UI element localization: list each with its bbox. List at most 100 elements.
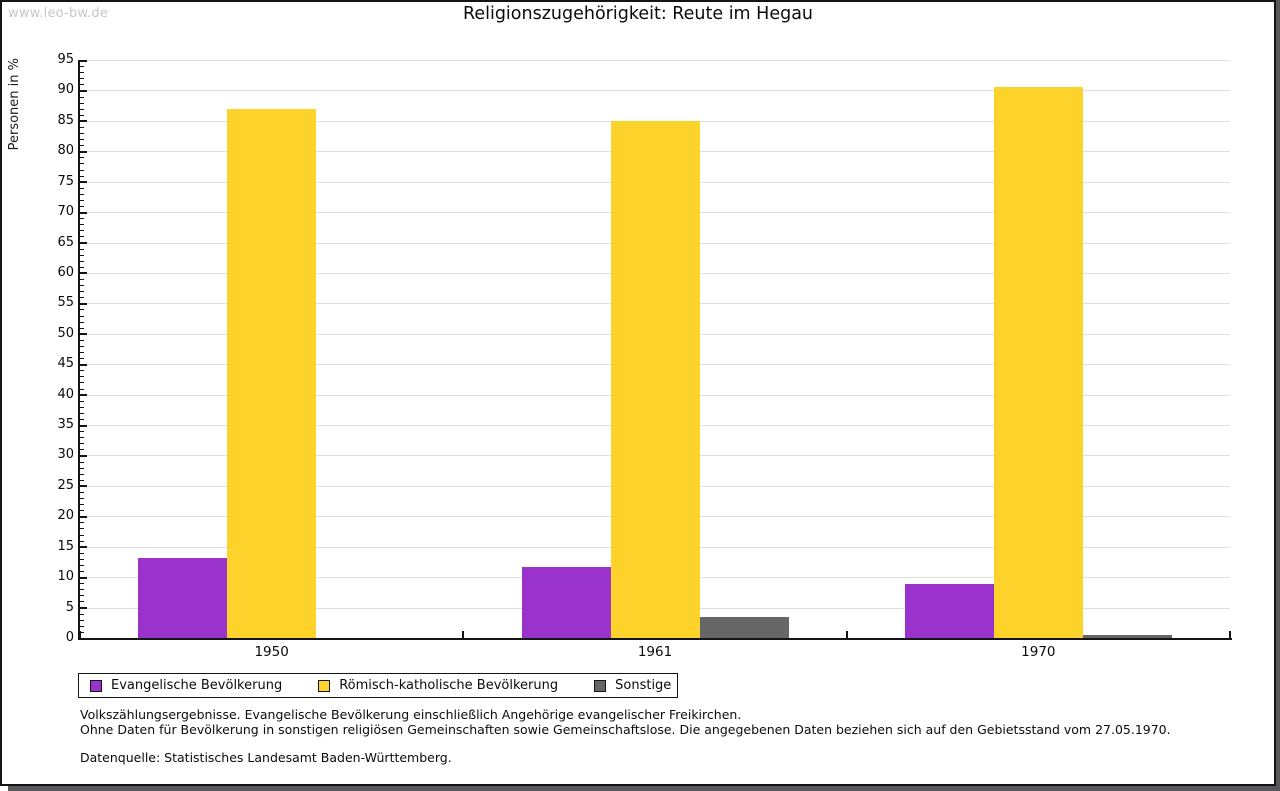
y-minor-tick-47 <box>80 352 84 354</box>
watermark: www.leo-bw.de <box>8 6 109 21</box>
bar-1970-sonstige <box>1082 634 1172 638</box>
y-minor-tick-28 <box>80 467 84 469</box>
y-minor-tick-37 <box>80 412 84 414</box>
bar-1961-sonstige <box>699 617 789 638</box>
y-major-tick-95 <box>80 59 87 62</box>
y-minor-tick-63 <box>80 254 84 256</box>
y-minor-tick-93 <box>80 72 84 74</box>
y-minor-tick-69 <box>80 218 84 220</box>
footnotes: Volkszählungsergebnisse. Evangelische Be… <box>80 707 1171 766</box>
y-minor-tick-31 <box>80 449 84 451</box>
y-minor-tick-7 <box>80 595 84 597</box>
y-major-tick-70 <box>80 211 87 214</box>
y-major-tick-60 <box>80 272 87 275</box>
y-major-tick-65 <box>80 242 87 245</box>
y-tick-label-95: 95 <box>57 52 74 67</box>
y-minor-tick-89 <box>80 96 84 98</box>
y-minor-tick-54 <box>80 309 84 311</box>
y-minor-tick-13 <box>80 558 84 560</box>
y-minor-tick-33 <box>80 437 84 439</box>
y-minor-tick-57 <box>80 291 84 293</box>
y-minor-tick-49 <box>80 339 84 341</box>
y-minor-tick-72 <box>80 199 84 201</box>
y-major-tick-40 <box>80 394 87 397</box>
y-tick-label-80: 80 <box>57 143 74 159</box>
x-category-label-1961: 1961 <box>637 644 673 660</box>
y-major-tick-35 <box>80 424 87 427</box>
legend-label-sonstige: Sonstige <box>615 678 672 693</box>
y-minor-tick-24 <box>80 491 84 493</box>
y-minor-tick-36 <box>80 418 84 420</box>
y-minor-tick-27 <box>80 473 84 475</box>
y-tick-label-20: 20 <box>57 508 74 524</box>
y-minor-tick-12 <box>80 564 84 566</box>
footnote-source: Datenquelle: Statistisches Landesamt Bad… <box>80 750 452 765</box>
y-tick-label-10: 10 <box>57 569 74 585</box>
y-minor-tick-86 <box>80 114 84 116</box>
y-minor-tick-87 <box>80 108 84 110</box>
y-minor-tick-62 <box>80 260 84 262</box>
y-minor-tick-34 <box>80 431 84 433</box>
y-major-tick-15 <box>80 546 87 549</box>
y-minor-tick-81 <box>80 145 84 147</box>
y-minor-tick-56 <box>80 297 84 299</box>
y-minor-tick-92 <box>80 78 84 80</box>
y-minor-tick-84 <box>80 126 84 128</box>
y-minor-tick-77 <box>80 169 84 171</box>
y-minor-tick-18 <box>80 528 84 530</box>
legend: Evangelische Bevölkerung Römisch-katholi… <box>78 673 678 698</box>
y-minor-tick-58 <box>80 285 84 287</box>
y-minor-tick-8 <box>80 589 84 591</box>
legend-item-katholisch: Römisch-katholische Bevölkerung <box>318 678 558 693</box>
window-shadow-right <box>1276 0 1280 791</box>
y-minor-tick-22 <box>80 504 84 506</box>
y-tick-label-60: 60 <box>57 264 74 280</box>
y-minor-tick-32 <box>80 443 84 445</box>
y-minor-tick-82 <box>80 139 84 141</box>
y-tick-label-85: 85 <box>57 112 74 128</box>
bar-1961-evangelische-bev-lkerung <box>521 567 611 638</box>
y-major-tick-75 <box>80 181 87 184</box>
y-minor-tick-53 <box>80 315 84 317</box>
y-major-tick-20 <box>80 515 87 518</box>
y-minor-tick-6 <box>80 601 84 603</box>
y-minor-tick-91 <box>80 84 84 86</box>
y-minor-tick-44 <box>80 370 84 372</box>
y-major-tick-10 <box>80 576 87 579</box>
y-tick-label-25: 25 <box>57 477 74 493</box>
y-major-tick-55 <box>80 302 87 305</box>
y-tick-label-40: 40 <box>57 386 74 402</box>
legend-swatch-katholisch <box>318 679 331 692</box>
legend-label-katholisch: Römisch-katholische Bevölkerung <box>339 678 559 693</box>
x-category-label-1970: 1970 <box>1021 644 1056 660</box>
y-tick-label-90: 90 <box>57 82 74 98</box>
y-minor-tick-42 <box>80 382 84 384</box>
legend-label-evangelisch: Evangelische Bevölkerung <box>111 678 283 693</box>
y-minor-tick-26 <box>80 479 84 481</box>
bar-1950-evangelische-bev-lkerung <box>138 558 228 638</box>
y-major-tick-80 <box>80 150 87 153</box>
y-minor-tick-88 <box>80 102 84 104</box>
x-axis-line <box>78 638 1232 640</box>
footnote-line-2: Ohne Daten für Bevölkerung in sonstigen … <box>80 721 1171 737</box>
y-major-tick-50 <box>80 333 87 336</box>
y-tick-label-75: 75 <box>57 173 74 189</box>
y-minor-tick-64 <box>80 248 84 250</box>
y-major-tick-90 <box>80 89 87 92</box>
y-tick-label-30: 30 <box>57 447 74 463</box>
y-minor-tick-71 <box>80 206 84 208</box>
y-minor-tick-9 <box>80 583 84 585</box>
y-tick-label-5: 5 <box>65 599 74 615</box>
y-minor-tick-51 <box>80 327 84 329</box>
y-tick-label-65: 65 <box>57 234 74 250</box>
y-minor-tick-79 <box>80 157 84 159</box>
y-minor-tick-3 <box>80 619 84 621</box>
y-minor-tick-19 <box>80 522 84 524</box>
y-minor-tick-48 <box>80 345 84 347</box>
y-minor-tick-67 <box>80 230 84 232</box>
y-minor-tick-76 <box>80 175 84 177</box>
gridline-90 <box>80 90 1230 92</box>
